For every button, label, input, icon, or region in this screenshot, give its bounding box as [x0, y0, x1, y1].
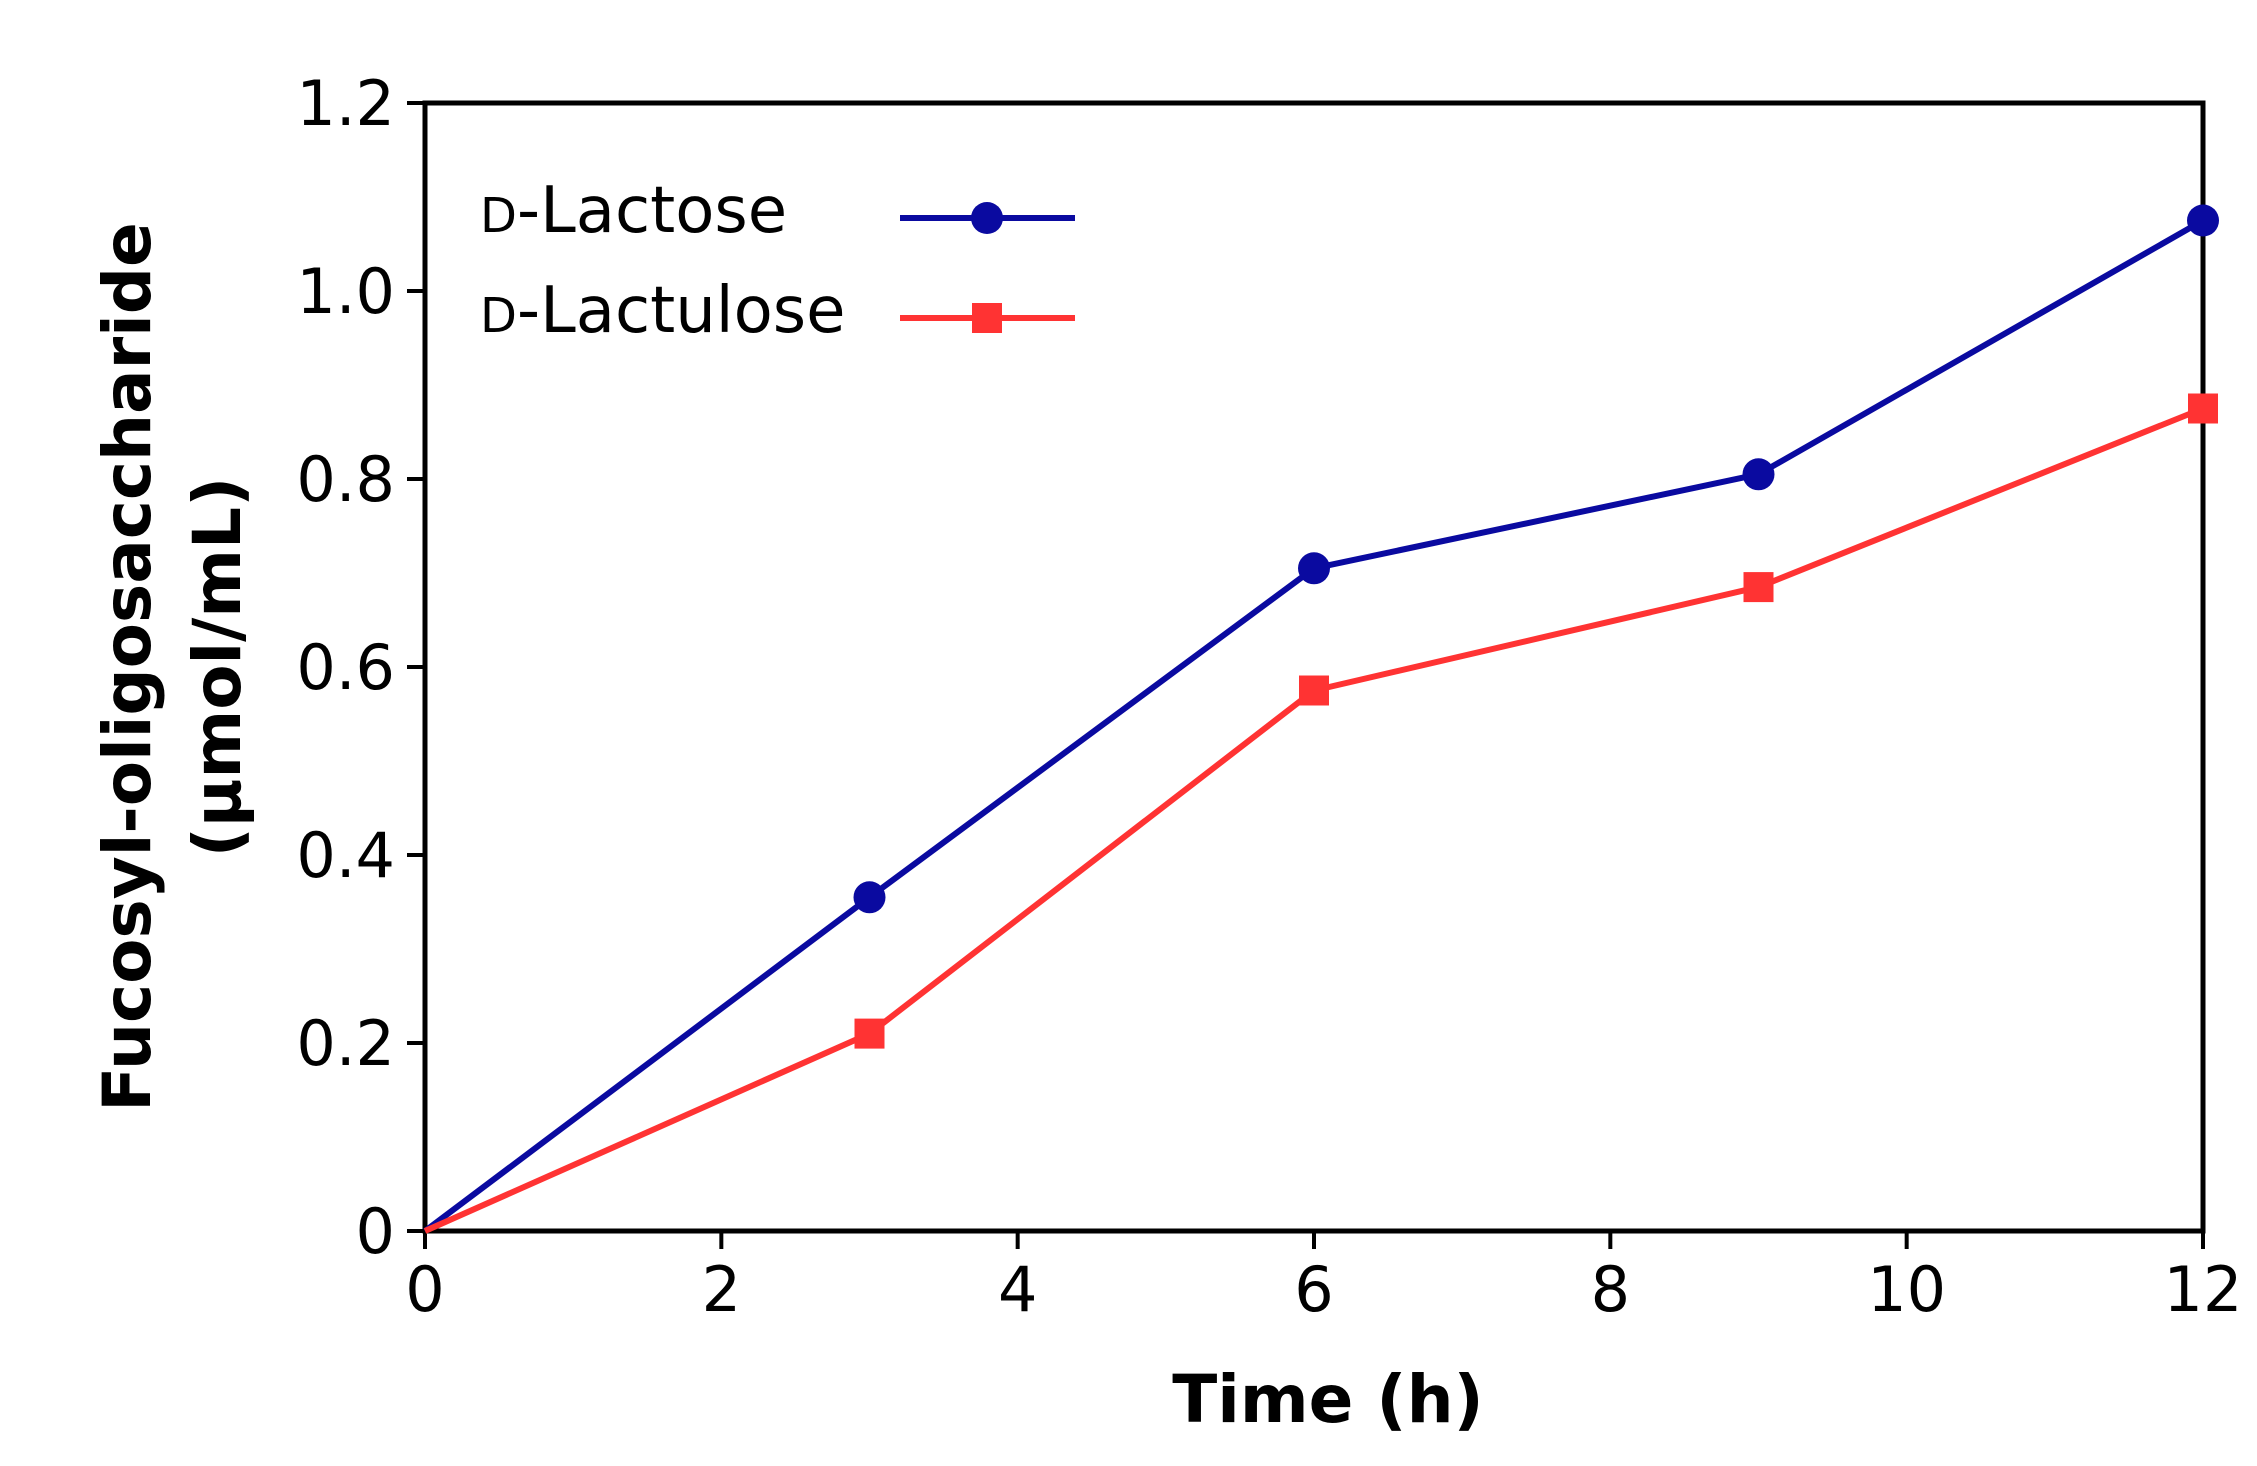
series-line-d-lactulose — [423, 405, 2205, 1234]
data-point-d-lactulose — [1743, 572, 1774, 603]
x-tick-label: 4 — [998, 1253, 1037, 1326]
y-axis-title-line2: (µmol/mL) — [179, 477, 256, 858]
data-point-d-lactose — [1742, 458, 1775, 491]
data-point-d-lactose — [2187, 204, 2219, 237]
x-tick-label: 2 — [702, 1253, 741, 1326]
data-point-d-lactose — [853, 881, 886, 914]
x-tick-label: 0 — [405, 1253, 444, 1326]
x-axis-ticks: 0 2 4 6 8 10 12 — [405, 1231, 2242, 1326]
x-tick-label: 12 — [2164, 1253, 2243, 1326]
legend-label-rest: -Lactulose — [517, 274, 845, 348]
data-point-d-lactulose — [1299, 675, 1329, 706]
legend-label-prefix: D — [480, 188, 517, 244]
x-axis-title: Time (h) — [1172, 1361, 1483, 1438]
y-axis-title-line1: Fucosyl-oligosaccharide — [89, 222, 166, 1112]
legend-item-d-lactulose: D-Lactulose — [480, 274, 1075, 348]
legend: D-Lactose D-Lactulose — [480, 174, 1075, 348]
y-axis-ticks: 0 0.2 0.4 0.6 0.8 1.0 1.2 — [296, 67, 425, 1268]
legend-marker-circle — [971, 202, 1003, 234]
x-tick-label: 10 — [1867, 1253, 1946, 1326]
legend-label-rest: -Lactose — [517, 174, 787, 248]
data-point-d-lactose — [1298, 552, 1330, 585]
series-line-d-lactose — [423, 217, 2205, 1234]
y-tick-label: 0.8 — [296, 443, 395, 516]
y-tick-label: 0.2 — [296, 1007, 395, 1080]
x-tick-label: 6 — [1294, 1253, 1333, 1326]
legend-item-d-lactose: D-Lactose — [480, 174, 1075, 248]
y-tick-label: 1.0 — [296, 255, 395, 328]
y-tick-label: 0.6 — [296, 631, 395, 704]
series-d-lactulose — [423, 393, 2218, 1234]
legend-label-prefix: D — [480, 288, 517, 344]
x-tick-label: 8 — [1591, 1253, 1630, 1326]
data-point-d-lactulose — [2188, 393, 2218, 424]
data-point-d-lactulose — [854, 1018, 885, 1049]
y-tick-label: 1.2 — [296, 67, 395, 140]
y-tick-label: 0 — [356, 1195, 395, 1268]
plot-frame — [422, 100, 2206, 1234]
y-tick-label: 0.4 — [296, 819, 395, 892]
series-d-lactose — [423, 204, 2219, 1234]
legend-marker-square — [972, 303, 1002, 333]
svg-text:D-Lactose: D-Lactose — [480, 174, 787, 248]
svg-text:D-Lactulose: D-Lactulose — [480, 274, 845, 348]
series-layer — [423, 204, 2219, 1234]
